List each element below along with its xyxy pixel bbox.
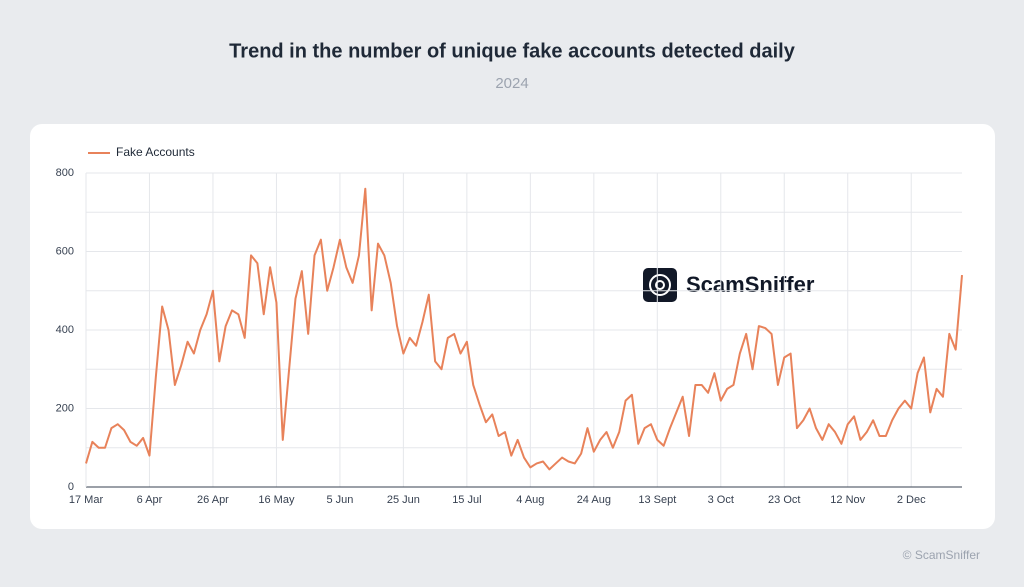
y-tick-label: 800 — [56, 167, 74, 179]
logo-core — [655, 280, 665, 290]
x-tick-label: 6 Apr — [137, 494, 163, 506]
card — [30, 124, 995, 529]
y-tick-label: 200 — [56, 402, 74, 414]
watermark: ScamSniffer — [686, 272, 815, 297]
legend-label: Fake Accounts — [116, 145, 195, 159]
logo-ring — [649, 274, 671, 296]
y-tick-label: 600 — [56, 245, 74, 257]
footer: © ScamSniffer — [903, 548, 980, 562]
y-tick-label: 0 — [68, 481, 74, 493]
x-tick-label: 5 Jun — [326, 494, 353, 506]
x-tick-label: 25 Jun — [387, 494, 420, 506]
x-tick-label: 24 Aug — [577, 494, 611, 506]
x-tick-label: 2 Dec — [897, 494, 926, 506]
chart-title: Trend in the number of unique fake accou… — [229, 40, 796, 62]
y-tick-label: 400 — [56, 324, 74, 336]
x-tick-label: 15 Jul — [452, 494, 481, 506]
x-tick-label: 12 Nov — [830, 494, 865, 506]
x-tick-label: 17 Mar — [69, 494, 104, 506]
x-tick-label: 3 Oct — [708, 494, 734, 506]
x-tick-label: 26 Apr — [197, 494, 229, 506]
watermark-logo: ScamSniffer — [643, 268, 815, 302]
x-tick-label: 4 Aug — [516, 494, 544, 506]
x-tick-label: 23 Oct — [768, 494, 800, 506]
data-line — [85, 187, 963, 471]
logo-icon — [643, 268, 677, 302]
plot-area: 0 200 400 600 800 17 Mar 6 Apr 26 Apr 16 May 5 Ju… — [56, 145, 963, 506]
chart-subtitle: 2024 — [495, 75, 528, 92]
x-tick-label: 16 May — [258, 494, 295, 506]
x-tick-label: 13 Sept — [638, 494, 676, 506]
